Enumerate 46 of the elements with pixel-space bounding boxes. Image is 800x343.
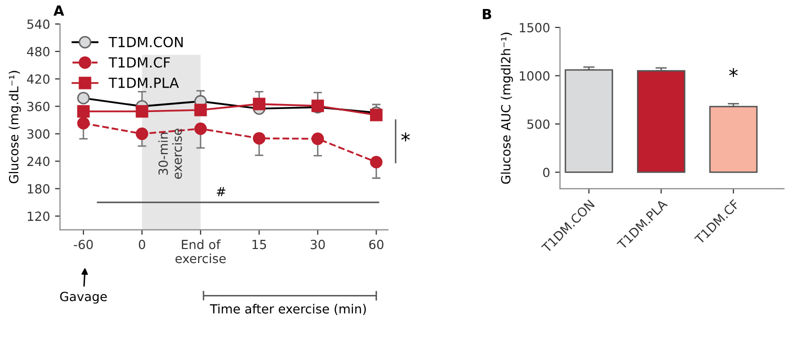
- y-tick-label: 1000: [520, 71, 550, 81]
- point: [77, 105, 90, 118]
- point: [252, 98, 266, 110]
- chart-title: B: [482, 8, 492, 20]
- legend-label: T1DM.PLA: [108, 78, 179, 88]
- y-axis-title: Glucose AUC (mgdl2h⁻¹): [500, 32, 513, 184]
- point: [252, 132, 266, 145]
- y-tick-label: 240: [27, 156, 50, 166]
- point: [136, 105, 148, 118]
- text: Time after exercise (min): [210, 304, 366, 316]
- band-label: 30-min exercise: [158, 128, 182, 179]
- text: Gavage: [60, 292, 107, 304]
- y-tick-label: 540: [27, 19, 50, 29]
- bar: [564, 69, 614, 173]
- point: [77, 92, 90, 104]
- y-tick-label: 420: [27, 74, 50, 84]
- y-tick-label: 480: [27, 46, 50, 56]
- point: [194, 104, 207, 116]
- y-tick-label: 180: [28, 184, 50, 194]
- y-axis-title: Glucose (mg.dL⁻¹): [8, 70, 21, 184]
- legend-label: T1DM.CON: [108, 36, 183, 48]
- point: [370, 108, 383, 122]
- x-tick-label: 15: [252, 240, 266, 250]
- point: [311, 132, 324, 146]
- bar: [709, 106, 758, 173]
- y-tick-label: 0: [543, 168, 550, 178]
- y-tick-label: 300: [27, 129, 50, 139]
- ref-line-label: #: [216, 187, 226, 196]
- y-tick-label: 120: [28, 212, 50, 222]
- x-tick-label: 0: [138, 240, 146, 250]
- point: [77, 117, 90, 130]
- x-tick-label: 60: [369, 240, 384, 250]
- y-tick-label: 1500: [520, 22, 550, 32]
- x-tick-label: End of exercise: [175, 240, 226, 264]
- point: [370, 156, 383, 168]
- x-tick-label: 30: [310, 240, 325, 250]
- bar: [636, 70, 686, 173]
- y-tick-label: 360: [27, 102, 50, 112]
- point: [136, 128, 148, 140]
- y-tick-label: 500: [527, 119, 550, 129]
- text: *: [401, 132, 410, 142]
- point: [194, 122, 207, 135]
- x-tick-label: -60: [74, 240, 93, 250]
- legend-label: T1DM.CF: [108, 57, 170, 68]
- annotation: *: [729, 68, 738, 77]
- chart-title: A: [54, 6, 64, 16]
